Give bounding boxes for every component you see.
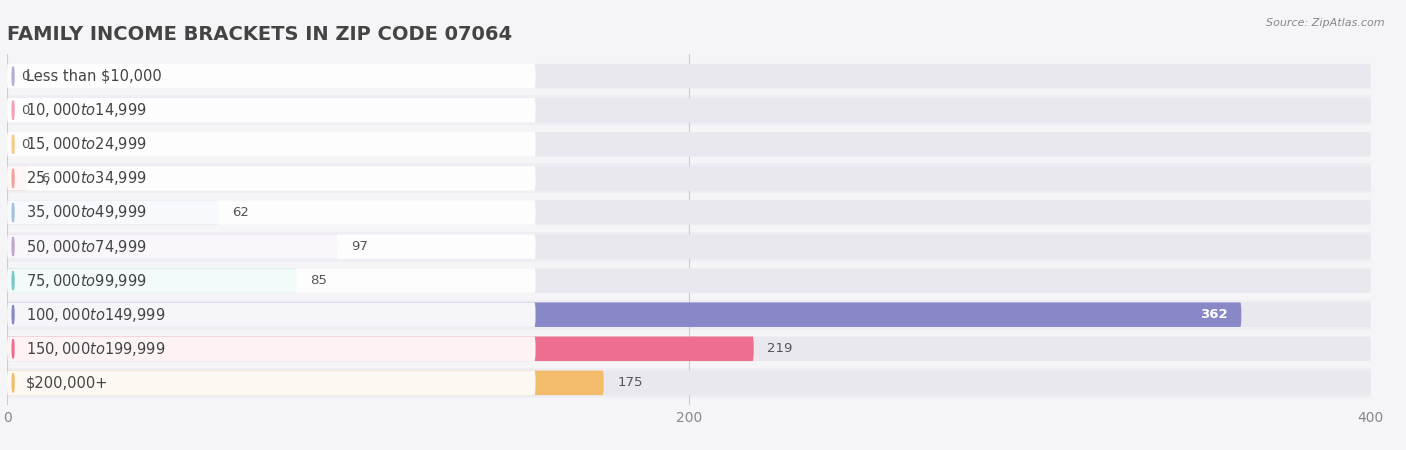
- FancyBboxPatch shape: [7, 268, 536, 293]
- Circle shape: [13, 101, 14, 120]
- FancyBboxPatch shape: [7, 200, 218, 225]
- Circle shape: [13, 339, 14, 358]
- FancyBboxPatch shape: [7, 234, 1371, 259]
- FancyBboxPatch shape: [7, 266, 1371, 296]
- FancyBboxPatch shape: [7, 302, 536, 327]
- Text: 362: 362: [1201, 308, 1227, 321]
- Text: $15,000 to $24,999: $15,000 to $24,999: [25, 135, 146, 153]
- FancyBboxPatch shape: [7, 337, 536, 361]
- FancyBboxPatch shape: [7, 132, 536, 157]
- FancyBboxPatch shape: [7, 234, 536, 259]
- FancyBboxPatch shape: [7, 337, 754, 361]
- FancyBboxPatch shape: [7, 166, 28, 191]
- Circle shape: [13, 271, 14, 290]
- FancyBboxPatch shape: [7, 200, 1371, 225]
- Circle shape: [13, 306, 14, 324]
- FancyBboxPatch shape: [7, 268, 297, 293]
- FancyBboxPatch shape: [7, 198, 1371, 227]
- Text: $200,000+: $200,000+: [25, 375, 108, 390]
- FancyBboxPatch shape: [7, 61, 1371, 91]
- Circle shape: [13, 237, 14, 256]
- FancyBboxPatch shape: [7, 163, 1371, 194]
- Text: $10,000 to $14,999: $10,000 to $14,999: [25, 101, 146, 119]
- Circle shape: [13, 169, 14, 188]
- Text: 97: 97: [352, 240, 368, 253]
- FancyBboxPatch shape: [7, 132, 1371, 157]
- FancyBboxPatch shape: [7, 302, 1371, 327]
- FancyBboxPatch shape: [7, 371, 1371, 395]
- Text: $25,000 to $34,999: $25,000 to $34,999: [25, 169, 146, 187]
- Text: Source: ZipAtlas.com: Source: ZipAtlas.com: [1267, 18, 1385, 28]
- Text: Less than $10,000: Less than $10,000: [25, 69, 162, 84]
- FancyBboxPatch shape: [7, 268, 1371, 293]
- FancyBboxPatch shape: [7, 95, 1371, 125]
- FancyBboxPatch shape: [7, 64, 536, 88]
- Text: $75,000 to $99,999: $75,000 to $99,999: [25, 272, 146, 290]
- FancyBboxPatch shape: [7, 166, 536, 191]
- Text: 0: 0: [21, 138, 30, 151]
- Text: FAMILY INCOME BRACKETS IN ZIP CODE 07064: FAMILY INCOME BRACKETS IN ZIP CODE 07064: [7, 25, 512, 44]
- Text: 0: 0: [21, 104, 30, 117]
- Text: $150,000 to $199,999: $150,000 to $199,999: [25, 340, 166, 358]
- Text: 219: 219: [768, 342, 793, 355]
- FancyBboxPatch shape: [7, 300, 1371, 330]
- FancyBboxPatch shape: [7, 334, 1371, 364]
- FancyBboxPatch shape: [7, 64, 1371, 88]
- FancyBboxPatch shape: [7, 98, 536, 122]
- FancyBboxPatch shape: [7, 371, 603, 395]
- Circle shape: [13, 67, 14, 86]
- Circle shape: [13, 203, 14, 222]
- Text: 62: 62: [232, 206, 249, 219]
- Text: 0: 0: [21, 70, 30, 83]
- Text: $35,000 to $49,999: $35,000 to $49,999: [25, 203, 146, 221]
- Text: $100,000 to $149,999: $100,000 to $149,999: [25, 306, 166, 324]
- FancyBboxPatch shape: [7, 200, 536, 225]
- Text: 6: 6: [41, 172, 49, 185]
- FancyBboxPatch shape: [7, 232, 1371, 261]
- Circle shape: [13, 135, 14, 153]
- Text: 85: 85: [311, 274, 328, 287]
- FancyBboxPatch shape: [7, 98, 1371, 122]
- FancyBboxPatch shape: [7, 166, 1371, 191]
- Circle shape: [13, 374, 14, 392]
- FancyBboxPatch shape: [7, 371, 536, 395]
- FancyBboxPatch shape: [7, 337, 1371, 361]
- FancyBboxPatch shape: [7, 368, 1371, 398]
- FancyBboxPatch shape: [7, 234, 337, 259]
- FancyBboxPatch shape: [7, 129, 1371, 159]
- Text: $50,000 to $74,999: $50,000 to $74,999: [25, 238, 146, 256]
- FancyBboxPatch shape: [7, 302, 1241, 327]
- Text: 175: 175: [617, 376, 643, 389]
